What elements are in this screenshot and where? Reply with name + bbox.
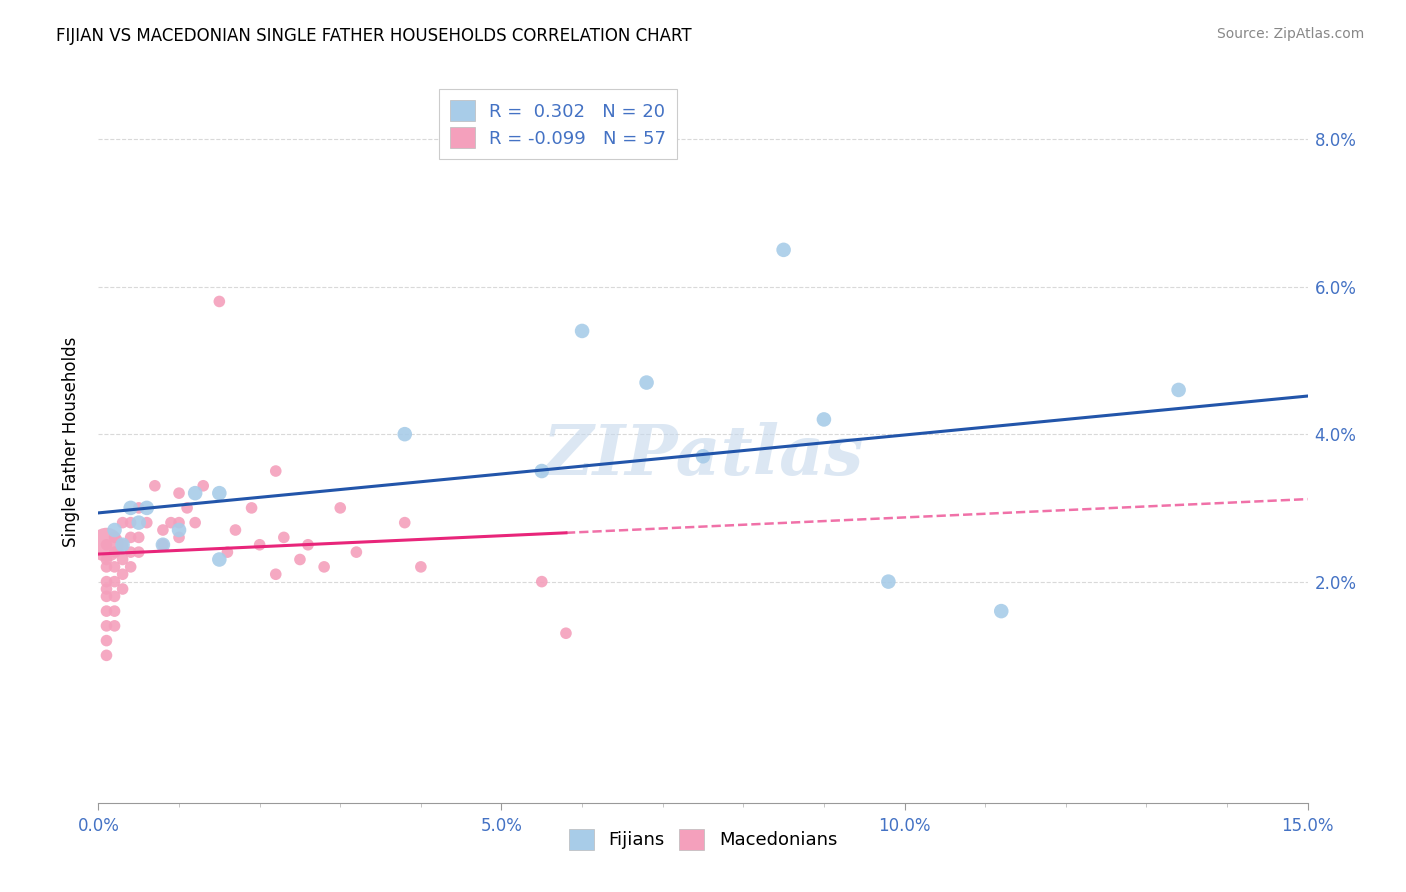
Point xyxy=(208,552,231,566)
Point xyxy=(314,560,336,574)
Point xyxy=(344,545,367,559)
Point xyxy=(160,516,183,530)
Point xyxy=(103,619,125,633)
Point xyxy=(152,523,174,537)
Point xyxy=(96,648,118,663)
Text: ZIPatlas: ZIPatlas xyxy=(543,422,863,490)
Point xyxy=(167,530,190,544)
Point xyxy=(555,626,578,640)
Point xyxy=(193,479,215,493)
Point xyxy=(208,294,231,309)
Point xyxy=(877,574,900,589)
Point xyxy=(264,464,287,478)
Point xyxy=(120,545,142,559)
Point xyxy=(264,567,287,582)
Point xyxy=(120,516,142,530)
Point xyxy=(103,545,125,559)
Point xyxy=(120,560,142,574)
Point xyxy=(240,500,263,515)
Point xyxy=(96,604,118,618)
Point xyxy=(96,560,118,574)
Point xyxy=(128,530,150,544)
Point xyxy=(103,523,125,537)
Point xyxy=(96,574,118,589)
Point xyxy=(224,523,246,537)
Point xyxy=(394,516,416,530)
Point xyxy=(249,538,271,552)
Point xyxy=(217,545,239,559)
Point xyxy=(530,464,553,478)
Point xyxy=(167,486,190,500)
Point xyxy=(813,412,835,426)
Point xyxy=(1167,383,1189,397)
Y-axis label: Single Father Households: Single Father Households xyxy=(62,336,80,547)
Point xyxy=(103,604,125,618)
Point xyxy=(636,376,658,390)
Text: FIJIAN VS MACEDONIAN SINGLE FATHER HOUSEHOLDS CORRELATION CHART: FIJIAN VS MACEDONIAN SINGLE FATHER HOUSE… xyxy=(56,27,692,45)
Point xyxy=(273,530,295,544)
Point xyxy=(120,500,142,515)
Point xyxy=(96,590,118,604)
Point xyxy=(111,567,134,582)
Point xyxy=(103,574,125,589)
Point xyxy=(135,500,157,515)
Point xyxy=(288,552,311,566)
Point xyxy=(111,538,134,552)
Point xyxy=(96,552,118,566)
Point xyxy=(409,560,432,574)
Point xyxy=(184,516,207,530)
Point xyxy=(990,604,1012,618)
Point xyxy=(111,582,134,596)
Point xyxy=(111,538,134,552)
Point xyxy=(128,500,150,515)
Point xyxy=(184,486,207,500)
Point xyxy=(530,574,553,589)
Point xyxy=(128,545,150,559)
Point xyxy=(111,552,134,566)
Point xyxy=(329,500,352,515)
Point xyxy=(120,530,142,544)
Point xyxy=(96,582,118,596)
Point xyxy=(152,538,174,552)
Text: Source: ZipAtlas.com: Source: ZipAtlas.com xyxy=(1216,27,1364,41)
Point xyxy=(167,523,190,537)
Point xyxy=(394,427,416,442)
Legend: Fijians, Macedonians: Fijians, Macedonians xyxy=(560,820,846,859)
Point xyxy=(692,450,714,464)
Point xyxy=(96,619,118,633)
Point xyxy=(103,590,125,604)
Point xyxy=(96,633,118,648)
Point xyxy=(143,479,166,493)
Point xyxy=(571,324,593,338)
Point xyxy=(176,500,198,515)
Point xyxy=(111,516,134,530)
Point xyxy=(96,538,118,552)
Point xyxy=(103,530,125,544)
Point xyxy=(152,538,174,552)
Point xyxy=(297,538,319,552)
Point xyxy=(103,560,125,574)
Point xyxy=(167,516,190,530)
Point xyxy=(772,243,794,257)
Point xyxy=(96,538,118,552)
Point xyxy=(208,486,231,500)
Point xyxy=(135,516,157,530)
Point xyxy=(128,516,150,530)
